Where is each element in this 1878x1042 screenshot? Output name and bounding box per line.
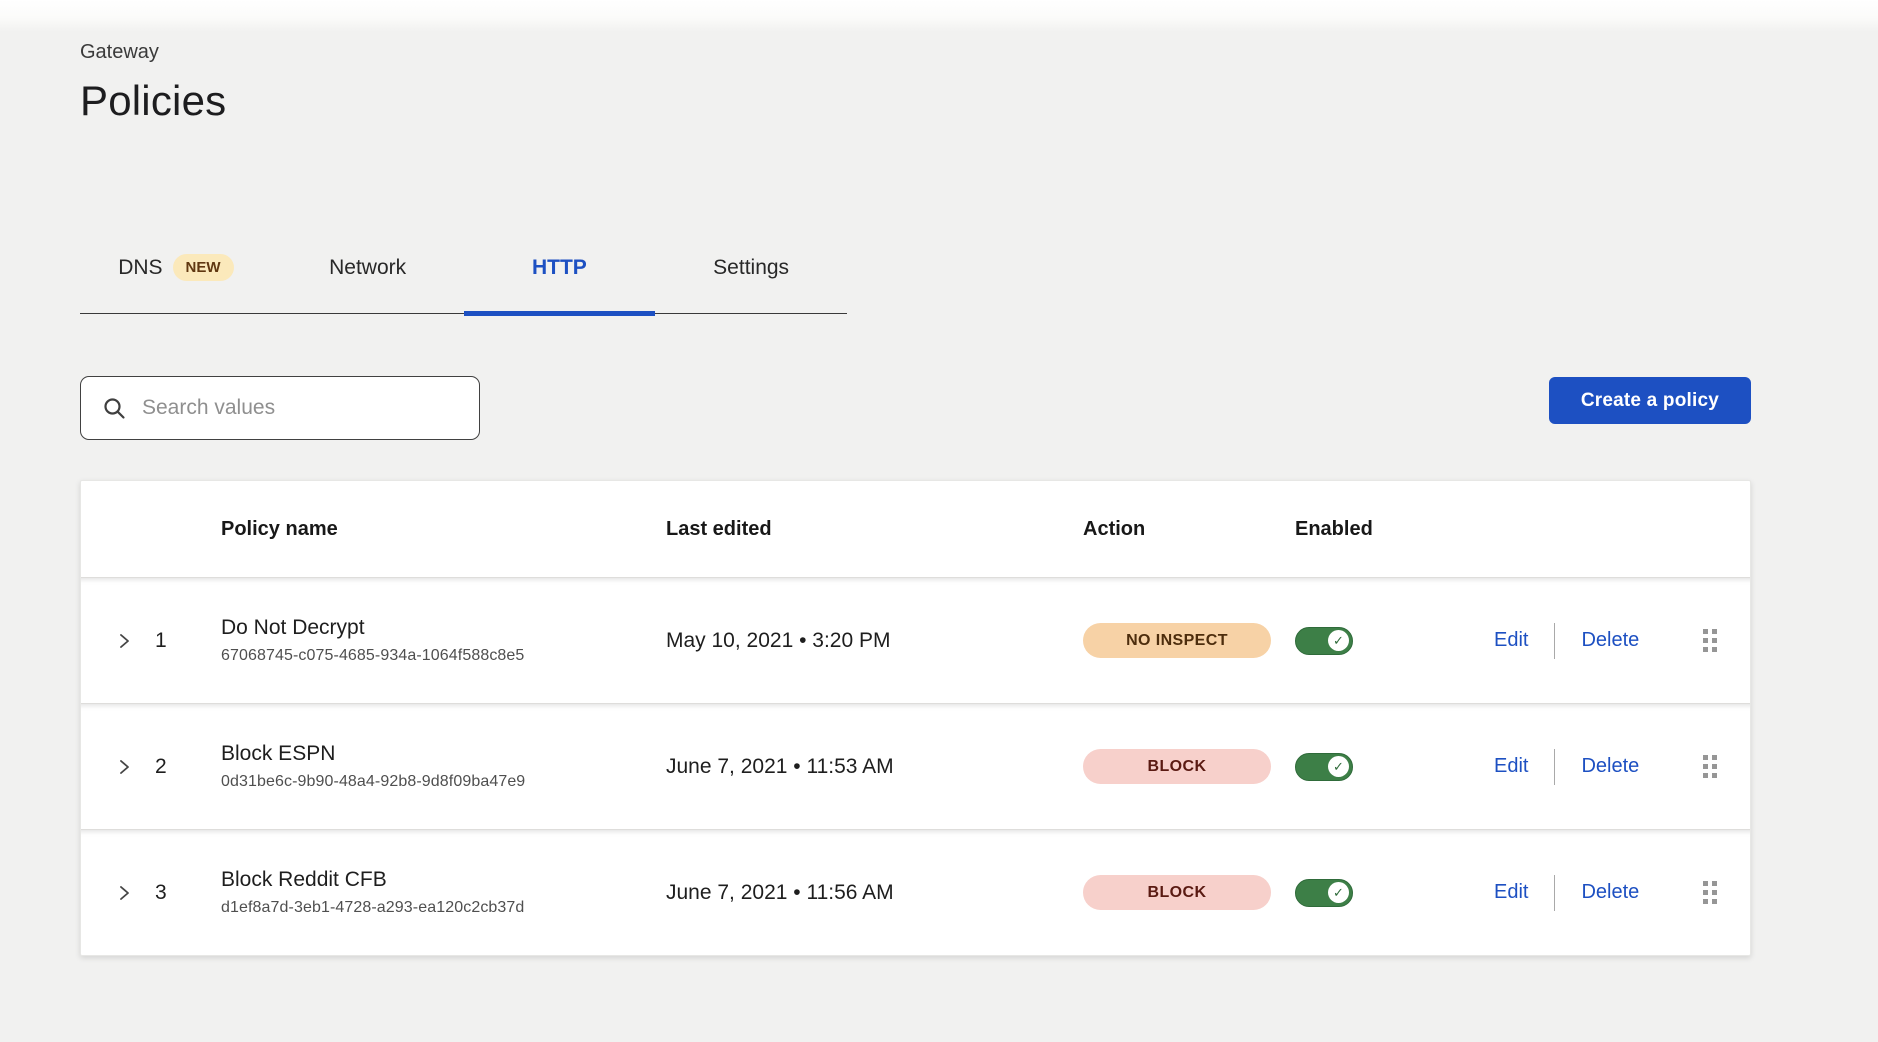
- policy-uuid: d1ef8a7d-3eb1-4728-a293-ea120c2cb37d: [221, 899, 525, 916]
- column-header-enabled: Enabled: [1295, 517, 1373, 540]
- table-body: 1 Do Not Decrypt 67068745-c075-4685-934a…: [81, 577, 1750, 955]
- action-badge: BLOCK: [1083, 875, 1271, 910]
- edit-button[interactable]: Edit: [1494, 755, 1529, 777]
- new-badge: NEW: [172, 254, 234, 281]
- toggle-check-icon: ✓: [1328, 629, 1349, 651]
- toggle-check-icon: ✓: [1328, 881, 1349, 903]
- policy-uuid: 67068745-c075-4685-934a-1064f588c8e5: [221, 647, 525, 664]
- enabled-cell: ✓: [1295, 626, 1494, 655]
- actions-divider: [1554, 874, 1556, 911]
- drag-handle-icon[interactable]: [1703, 629, 1717, 652]
- action-cell: BLOCK: [1083, 749, 1295, 784]
- last-edited-value: June 7, 2021 • 11:56 AM: [666, 880, 894, 904]
- search-input[interactable]: [142, 396, 461, 420]
- policy-name-cell: Block Reddit CFB d1ef8a7d-3eb1-4728-a293…: [221, 868, 666, 917]
- table-row: 2 Block ESPN 0d31be6c-9b90-48a4-92b8-9d8…: [81, 703, 1750, 829]
- policies-table: Policy name Last edited Action Enabled 1…: [80, 480, 1751, 956]
- policy-uuid: 0d31be6c-9b90-48a4-92b8-9d8f09ba47e9: [221, 773, 526, 790]
- actions-divider: [1554, 748, 1556, 785]
- action-cell: NO INSPECT: [1083, 623, 1295, 658]
- edit-button[interactable]: Edit: [1494, 881, 1529, 903]
- row-actions: Edit Delete: [1494, 748, 1703, 785]
- policy-name-cell: Do Not Decrypt 67068745-c075-4685-934a-1…: [221, 616, 666, 665]
- row-priority-number: 1: [155, 628, 167, 652]
- table-header-row: Policy name Last edited Action Enabled: [81, 481, 1750, 577]
- enabled-toggle[interactable]: ✓: [1295, 878, 1353, 907]
- enabled-cell: ✓: [1295, 878, 1494, 907]
- column-header-policy-name: Policy name: [221, 517, 338, 540]
- row-actions: Edit Delete: [1494, 622, 1703, 659]
- policy-name-cell: Block ESPN 0d31be6c-9b90-48a4-92b8-9d8f0…: [221, 742, 666, 791]
- last-edited-value: June 7, 2021 • 11:53 AM: [666, 754, 894, 778]
- column-header-last-edited: Last edited: [666, 517, 772, 540]
- action-badge: NO INSPECT: [1083, 623, 1271, 658]
- top-header-band: [0, 0, 1878, 32]
- tab-dns-label: DNS: [118, 255, 163, 279]
- row-priority-number: 3: [155, 880, 167, 904]
- column-header-action: Action: [1083, 517, 1146, 540]
- drag-handle-icon[interactable]: [1703, 755, 1717, 778]
- tab-network[interactable]: Network: [272, 254, 464, 313]
- policy-name: Block ESPN: [221, 742, 336, 765]
- policy-name: Block Reddit CFB: [221, 868, 387, 891]
- create-policy-button[interactable]: Create a policy: [1548, 377, 1751, 424]
- expand-chevron-icon[interactable]: [107, 884, 141, 902]
- table-row: 3 Block Reddit CFB d1ef8a7d-3eb1-4728-a2…: [81, 829, 1750, 955]
- delete-button[interactable]: Delete: [1581, 629, 1640, 651]
- row-priority-number: 2: [155, 754, 167, 778]
- row-actions: Edit Delete: [1494, 874, 1703, 911]
- tab-settings-label: Settings: [713, 255, 790, 279]
- table-row: 1 Do Not Decrypt 67068745-c075-4685-934a…: [81, 577, 1750, 703]
- tab-dns[interactable]: DNS NEW: [80, 254, 272, 313]
- toggle-check-icon: ✓: [1328, 755, 1349, 777]
- delete-button[interactable]: Delete: [1581, 881, 1640, 903]
- policy-name: Do Not Decrypt: [221, 616, 365, 639]
- enabled-toggle[interactable]: ✓: [1295, 752, 1353, 781]
- last-edited-value: May 10, 2021 • 3:20 PM: [666, 628, 891, 652]
- tab-http[interactable]: HTTP: [463, 254, 656, 316]
- tab-settings[interactable]: Settings: [655, 254, 847, 313]
- actions-divider: [1554, 622, 1556, 659]
- expand-chevron-icon[interactable]: [107, 632, 141, 650]
- toolbar: Create a policy: [80, 376, 1751, 440]
- tab-http-label: HTTP: [531, 255, 587, 279]
- action-cell: BLOCK: [1083, 875, 1295, 910]
- expand-chevron-icon[interactable]: [107, 758, 141, 776]
- page-title: Policies: [80, 77, 227, 124]
- tab-network-label: Network: [329, 255, 407, 279]
- delete-button[interactable]: Delete: [1581, 755, 1640, 777]
- action-badge: BLOCK: [1083, 749, 1271, 784]
- search-icon: [104, 397, 125, 419]
- breadcrumb-gateway: Gateway: [80, 41, 159, 63]
- enabled-toggle[interactable]: ✓: [1295, 626, 1353, 655]
- drag-handle-icon[interactable]: [1703, 881, 1717, 904]
- search-box[interactable]: [80, 376, 480, 440]
- edit-button[interactable]: Edit: [1494, 629, 1529, 651]
- policy-type-tabs: DNS NEW Network HTTP Settings: [80, 254, 847, 316]
- enabled-cell: ✓: [1295, 752, 1494, 781]
